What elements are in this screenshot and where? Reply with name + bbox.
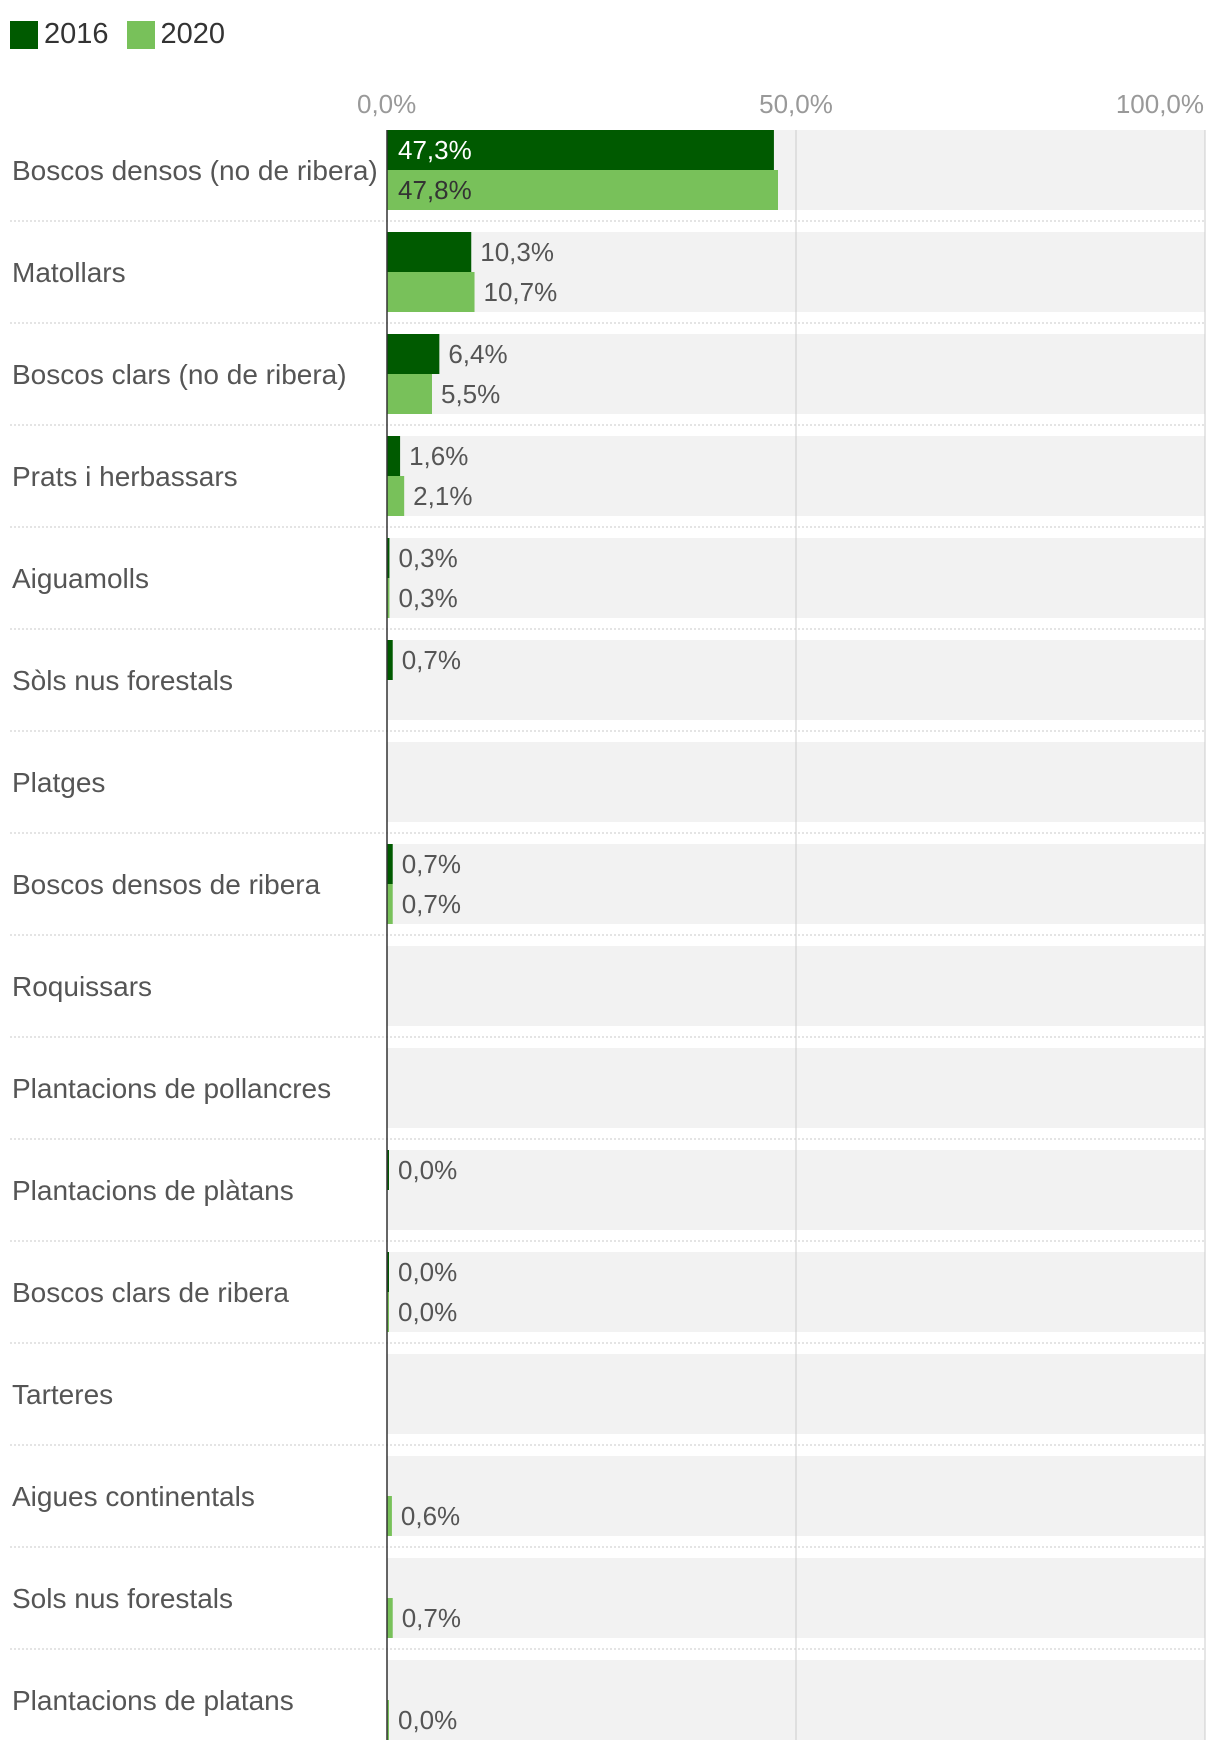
bar-2020-matollars (387, 272, 475, 312)
value-label-2020-sols-nus-forestals: 0,7% (402, 1603, 461, 1633)
bar-2020-prats-i-herbassars (387, 476, 405, 516)
legend-label-2020: 2020 (160, 18, 226, 50)
value-label-2020-prats-i-herbassars: 2,1% (413, 481, 472, 511)
value-label-2016-matollars: 10,3% (480, 237, 554, 267)
category-label-prats-i-herbassars: Prats i herbassars (12, 461, 238, 492)
category-label-roquissars: Roquissars (12, 971, 152, 1002)
value-label-2016-aiguamolls: 0,3% (398, 543, 457, 573)
bar-2020-aiguamolls (387, 578, 390, 618)
category-label-tarteres: Tarteres (12, 1379, 113, 1410)
legend-swatch-2020 (126, 20, 155, 49)
bar-2016-boscos-clars-no-de-ribera (387, 334, 440, 374)
category-label-plantacions-de-platans: Plantacions de platans (12, 1685, 294, 1716)
category-label-aigues-continentals: Aigues continentals (12, 1481, 255, 1512)
category-label-boscos-clars-no-de-ribera: Boscos clars (no de ribera) (12, 359, 347, 390)
bar-2016-sols-nus-forestals (387, 640, 393, 680)
bar-2020-boscos-clars-de-ribera (387, 1292, 389, 1332)
value-label-2020-boscos-clars-no-de-ribera: 5,5% (441, 379, 500, 409)
legend-item-2020: 2020 (126, 18, 226, 51)
value-label-2020-aigues-continentals: 0,6% (401, 1501, 460, 1531)
bar-2016-boscos-densos-de-ribera (387, 844, 393, 884)
value-label-2020-matollars: 10,7% (484, 277, 558, 307)
legend: 2016 2020 (10, 18, 243, 51)
bar-2016-boscos-clars-de-ribera (387, 1252, 389, 1292)
value-label-2016-boscos-clars-no-de-ribera: 6,4% (448, 339, 507, 369)
category-label-boscos-densos-de-ribera: Boscos densos de ribera (12, 869, 321, 900)
x-tick-label-2: 100,0% (1116, 89, 1204, 119)
bar-2020-plantacions-de-platans (387, 1700, 389, 1740)
category-label-boscos-densos-no-de-ribera: Boscos densos (no de ribera) (12, 155, 378, 186)
value-label-2020-boscos-densos-de-ribera: 0,7% (402, 889, 461, 919)
bar-2016-aiguamolls (387, 538, 390, 578)
category-label-plantacions-de-pollancres: Plantacions de pollancres (12, 1073, 331, 1104)
value-label-2016-prats-i-herbassars: 1,6% (409, 441, 468, 471)
value-label-2016-boscos-densos-no-de-ribera: 47,3% (398, 135, 472, 165)
bar-2016-boscos-densos-no-de-ribera (387, 130, 774, 170)
value-label-2020-boscos-clars-de-ribera: 0,0% (398, 1297, 457, 1327)
bar-2020-boscos-densos-no-de-ribera (387, 170, 779, 210)
value-label-2020-aiguamolls: 0,3% (398, 583, 457, 613)
category-label-aiguamolls: Aiguamolls (12, 563, 149, 594)
value-label-2016-boscos-densos-de-ribera: 0,7% (402, 849, 461, 879)
x-tick-label-1: 50,0% (759, 89, 833, 119)
category-label-sols-nus-forestals: Sols nus forestals (12, 1583, 233, 1614)
value-label-2016-sols-nus-forestals: 0,7% (402, 645, 461, 675)
value-label-2020-boscos-densos-no-de-ribera: 47,8% (398, 175, 472, 205)
legend-item-2016: 2016 (10, 18, 109, 51)
value-label-2016-boscos-clars-de-ribera: 0,0% (398, 1257, 457, 1287)
category-label-matollars: Matollars (12, 257, 126, 288)
bar-2016-plantacions-de-platans (387, 1150, 389, 1190)
x-tick-label-0: 0,0% (357, 89, 416, 119)
category-label-platges: Platges (12, 767, 105, 798)
value-label-2020-plantacions-de-platans: 0,0% (398, 1705, 457, 1735)
bar-2016-prats-i-herbassars (387, 436, 401, 476)
bar-2016-matollars (387, 232, 472, 272)
category-label-plantacions-de-platans: Plantacions de plàtans (12, 1175, 294, 1206)
bar-2020-aigues-continentals (387, 1496, 392, 1536)
category-label-sols-nus-forestals: Sòls nus forestals (12, 665, 233, 696)
bar-2020-boscos-densos-de-ribera (387, 884, 393, 924)
category-label-boscos-clars-de-ribera: Boscos clars de ribera (12, 1277, 289, 1308)
value-label-2016-plantacions-de-platans: 0,0% (398, 1155, 457, 1185)
bar-2020-sols-nus-forestals (387, 1598, 393, 1638)
bar-2020-boscos-clars-no-de-ribera (387, 374, 432, 414)
legend-swatch-2016 (10, 20, 38, 49)
legend-label-2016: 2016 (44, 18, 109, 50)
